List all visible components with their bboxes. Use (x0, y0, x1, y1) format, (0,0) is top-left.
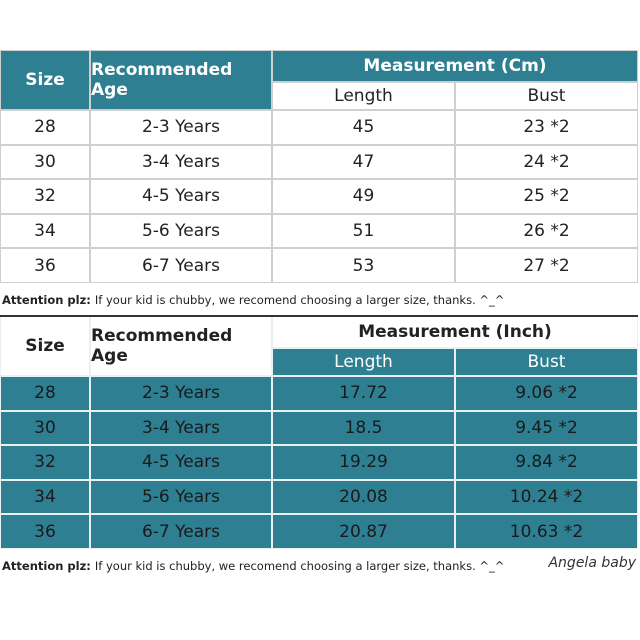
length-cell: 47 (272, 144, 455, 180)
bust-cell: 27 *2 (455, 248, 638, 283)
size-cell: 36 (0, 514, 90, 549)
bust-cell: 10.24 *2 (455, 479, 638, 515)
measurement-header: Measurement (Cm) (272, 50, 638, 82)
size-header: Size (0, 50, 90, 110)
bust-header: Bust (455, 348, 638, 376)
bust-cell: 9.06 *2 (455, 376, 638, 411)
note-text: If your kid is chubby, we recomend choos… (94, 292, 505, 307)
age-cell: 5-6 Years (90, 479, 272, 515)
length-header: Length (272, 348, 455, 376)
age-header: Recommended Age (90, 50, 272, 110)
length-cell: 19.29 (272, 445, 455, 480)
length-cell: 45 (272, 110, 455, 145)
size-cell: 30 (0, 410, 90, 446)
note-label: Attention plz: (2, 558, 91, 573)
length-cell: 53 (272, 248, 455, 283)
size-cell: 28 (0, 376, 90, 411)
attention-note: Attention plz: If your kid is chubby, we … (2, 283, 504, 316)
note-label: Attention plz: (2, 292, 91, 307)
age-cell: 2-3 Years (90, 110, 272, 145)
age-header: Recommended Age (90, 316, 272, 376)
bust-cell: 24 *2 (455, 144, 638, 180)
bust-cell: 10.63 *2 (455, 514, 638, 549)
size-cell: 32 (0, 179, 90, 214)
age-cell: 3-4 Years (90, 144, 272, 180)
length-cell: 17.72 (272, 376, 455, 411)
size-cell: 30 (0, 144, 90, 180)
size-cell: 34 (0, 213, 90, 249)
attention-note: Attention plz: If your kid is chubby, we … (2, 549, 504, 582)
size-cell: 32 (0, 445, 90, 480)
age-cell: 4-5 Years (90, 445, 272, 480)
length-cell: 20.87 (272, 514, 455, 549)
length-cell: 49 (272, 179, 455, 214)
separator (0, 315, 638, 317)
bust-cell: 25 *2 (455, 179, 638, 214)
size-cell: 34 (0, 479, 90, 515)
measurement-header: Measurement (Inch) (272, 316, 638, 348)
age-cell: 6-7 Years (90, 248, 272, 283)
age-cell: 3-4 Years (90, 410, 272, 446)
size-cell: 28 (0, 110, 90, 145)
length-cell: 20.08 (272, 479, 455, 515)
age-cell: 6-7 Years (90, 514, 272, 549)
length-header: Length (272, 82, 455, 110)
bust-header: Bust (455, 82, 638, 110)
bust-cell: 9.84 *2 (455, 445, 638, 480)
bust-cell: 23 *2 (455, 110, 638, 145)
size-cell: 36 (0, 248, 90, 283)
bust-cell: 9.45 *2 (455, 410, 638, 446)
age-cell: 2-3 Years (90, 376, 272, 411)
age-cell: 4-5 Years (90, 179, 272, 214)
watermark: Angela baby (548, 555, 636, 571)
age-cell: 5-6 Years (90, 213, 272, 249)
bust-cell: 26 *2 (455, 213, 638, 249)
size-header: Size (0, 316, 90, 376)
length-cell: 51 (272, 213, 455, 249)
length-cell: 18.5 (272, 410, 455, 446)
note-text: If your kid is chubby, we recomend choos… (94, 558, 505, 573)
